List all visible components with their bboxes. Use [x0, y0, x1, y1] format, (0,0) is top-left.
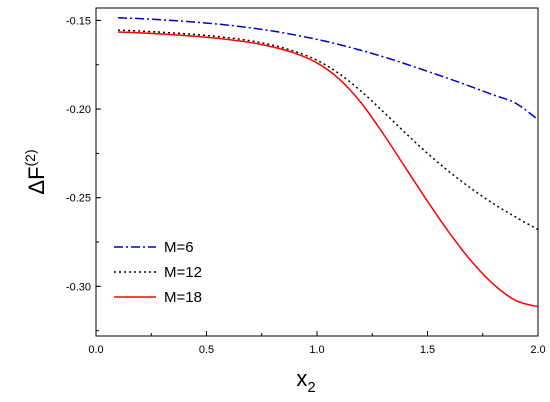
x-tick-label: 1.5 — [420, 344, 435, 356]
series-line-m12 — [118, 29, 539, 231]
legend-label-m12: M=12 — [164, 264, 202, 281]
y-axis-title: ΔF(2) — [22, 149, 49, 194]
y-axis-title-main: ΔF — [24, 166, 49, 194]
y-axis-title-superscript: (2) — [22, 149, 38, 166]
series-lines — [118, 17, 539, 308]
x-axis-title-main: x — [296, 366, 307, 391]
y-tick-label: -0.25 — [66, 193, 91, 205]
x-tick-label: 2.0 — [530, 344, 545, 356]
legend-label-m6: M=6 — [164, 239, 194, 256]
x-tick-label: 1.0 — [309, 344, 324, 356]
legend: M=6 M=12 M=18 — [114, 239, 202, 306]
plot-frame — [95, 7, 539, 337]
y-tick-label: -0.30 — [66, 281, 91, 293]
x-axis-title-subscript: 2 — [307, 379, 315, 396]
x-tick-label: 0.0 — [88, 344, 103, 356]
x-tick-label: 0.5 — [199, 344, 214, 356]
series-line-m18 — [118, 31, 539, 308]
y-tick-label: -0.15 — [66, 15, 91, 27]
y-tick-label: -0.20 — [66, 104, 91, 116]
series-line-m6 — [118, 17, 539, 121]
x-axis-ticks: 0.0 0.5 1.0 1.5 2.0 — [88, 331, 546, 356]
legend-label-m18: M=18 — [164, 289, 202, 306]
y-axis-ticks: -0.15 -0.20 -0.25 -0.30 — [66, 15, 101, 332]
x-axis-title: x2 — [296, 366, 315, 396]
